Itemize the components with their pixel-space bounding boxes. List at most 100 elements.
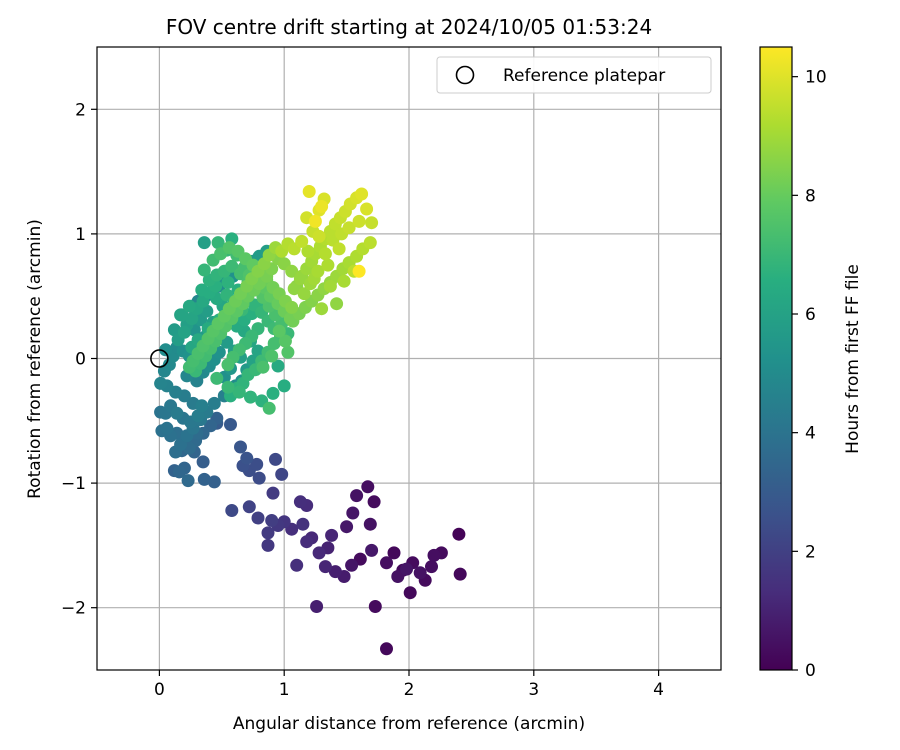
data-point [250,457,264,471]
data-point [269,452,282,466]
data-point [302,185,316,198]
y-axis-ticks: −2 −1 0 1 2 [61,100,97,619]
data-point [242,500,256,514]
data-point [355,187,369,201]
data-point [312,546,326,560]
data-point [368,600,382,613]
y-tick-label: −1 [61,474,86,494]
y-tick-label: −2 [61,599,86,619]
data-point [285,264,299,278]
data-point [287,282,301,296]
data-point [360,202,374,216]
data-point [297,287,311,301]
data-point [266,386,280,400]
data-point [261,526,275,540]
data-point [328,565,342,579]
colorbar-tick-label: 0 [805,661,816,681]
legend: Reference platepar [436,56,712,94]
colorbar: 0 2 4 6 8 10 Hours from first FF file [759,46,863,681]
data-point [211,236,225,250]
colorbar-tick-label: 4 [805,424,816,444]
data-point [311,264,325,278]
data-point [262,401,276,415]
data-point [224,418,237,431]
data-point [251,511,265,525]
data-point [293,495,307,509]
data-point [363,517,377,531]
colorbar-ticks: 0 2 4 6 8 10 [792,68,827,681]
data-point [221,276,235,289]
data-point [167,323,181,337]
data-point [318,247,332,261]
data-point [391,570,405,583]
data-point [196,455,210,469]
data-point [207,396,221,410]
legend-box [436,56,712,94]
data-point [195,399,209,413]
data-point [265,349,279,363]
data-point [266,486,280,500]
data-point [225,259,239,273]
data-point [367,495,381,509]
data-point [380,642,393,656]
colorbar-tick-label: 10 [805,68,827,88]
data-point [310,600,324,613]
data-point [312,229,326,243]
data-point [361,480,375,494]
data-point [315,302,329,316]
colorbar-frame [759,46,793,671]
data-point [365,543,379,557]
data-point [181,474,195,488]
data-point [295,234,309,248]
data-point [275,467,289,481]
data-point [342,221,356,235]
data-point [352,214,366,228]
data-point [340,520,354,534]
data-point [244,390,257,404]
data-point [256,360,270,374]
data-point [293,272,307,286]
data-point [170,406,184,420]
data-point [427,548,441,562]
data-point [225,504,239,517]
data-point [308,214,322,228]
y-tick-label: 2 [75,100,86,120]
data-point [232,385,246,399]
data-point [452,527,466,541]
data-point [160,421,174,435]
data-point [285,300,299,314]
data-point [185,312,199,326]
x-axis-ticks: 0 1 2 3 4 [154,670,664,700]
data-point [315,200,329,213]
data-point [325,528,339,542]
data-point [345,558,359,572]
data-point [400,562,413,576]
data-point [159,343,173,357]
data-point [346,506,360,520]
data-points [154,185,467,656]
data-point [403,586,417,600]
data-point [301,244,315,258]
data-point [221,358,235,372]
x-axis-label: Angular distance from reference (arcmin) [233,714,585,734]
data-point [321,258,335,272]
x-tick-label: 4 [653,680,664,700]
data-point [240,451,254,465]
data-point [350,489,364,503]
legend-label: Reference platepar [503,66,665,86]
x-tick-label: 1 [279,680,290,700]
colorbar-tick-label: 8 [805,186,816,206]
data-point [330,297,344,311]
data-point [200,304,214,318]
data-point [387,546,401,560]
data-point [318,560,332,574]
data-point [191,409,205,423]
data-point [197,263,211,277]
data-point [453,567,467,581]
colorbar-gradient [760,47,792,670]
data-point [337,274,351,288]
data-point [296,517,310,531]
x-tick-label: 0 [154,680,165,700]
data-point [197,236,211,250]
